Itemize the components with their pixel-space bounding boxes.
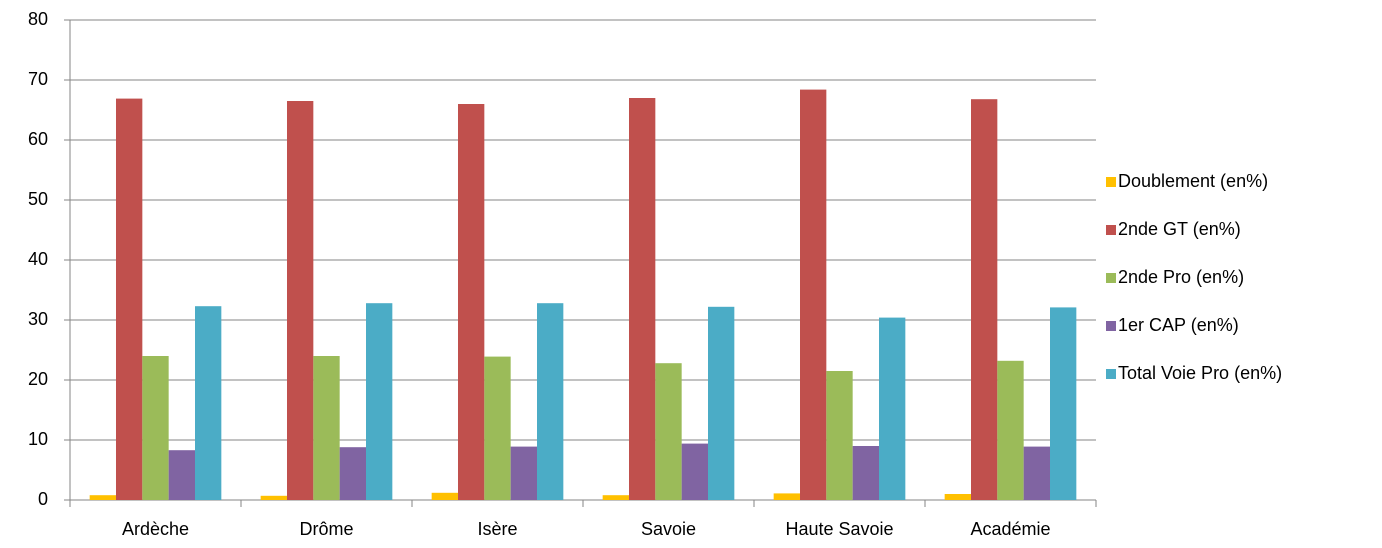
bar: [799, 89, 827, 500]
y-tick-label: 20: [28, 369, 48, 389]
legend-label: 2nde GT (en%): [1118, 219, 1241, 239]
x-tick-label: Isère: [477, 519, 517, 539]
legend-label: 2nde Pro (en%): [1118, 267, 1244, 287]
bar: [944, 494, 971, 500]
legend-label: Doublement (en%): [1118, 171, 1268, 191]
y-tick-label: 30: [28, 309, 48, 329]
x-tick-label: Savoie: [641, 519, 696, 539]
bar: [339, 447, 367, 500]
y-tick-label: 60: [28, 129, 48, 149]
legend-label: Total Voie Pro (en%): [1118, 363, 1282, 383]
bar: [773, 493, 800, 500]
legend-swatch: [1106, 273, 1116, 283]
legend-swatch: [1106, 225, 1116, 235]
bar: [879, 317, 906, 500]
bar: [852, 446, 880, 500]
legend-swatch: [1106, 321, 1116, 331]
bar: [681, 443, 709, 500]
y-tick-label: 50: [28, 189, 48, 209]
x-tick-label: Académie: [970, 519, 1050, 539]
legend-swatch: [1106, 369, 1116, 379]
bar: [1023, 446, 1051, 500]
bar: [313, 356, 340, 500]
bar: [431, 492, 458, 500]
y-tick-label: 40: [28, 249, 48, 269]
bar: [537, 303, 564, 500]
bar: [457, 104, 485, 500]
bar: [1050, 307, 1077, 500]
bar: [484, 356, 511, 500]
bar: [89, 495, 116, 500]
bar: [366, 303, 393, 500]
y-tick-label: 10: [28, 429, 48, 449]
bar: [602, 495, 629, 500]
bar: [970, 99, 998, 500]
legend-swatch: [1106, 177, 1116, 187]
bar: [708, 306, 735, 500]
x-tick-label: Ardèche: [122, 519, 189, 539]
bar: [628, 98, 656, 500]
x-tick-label: Haute Savoie: [785, 519, 893, 539]
bar: [286, 101, 314, 500]
legend-label: 1er CAP (en%): [1118, 315, 1239, 335]
bar: [655, 363, 682, 500]
bar: [115, 98, 143, 500]
y-tick-label: 0: [38, 489, 48, 509]
bar: [510, 446, 538, 500]
y-tick-label: 70: [28, 69, 48, 89]
bar: [142, 356, 169, 500]
bar: [997, 360, 1024, 500]
bar: [826, 371, 853, 500]
bar: [260, 495, 287, 500]
x-tick-label: Drôme: [299, 519, 353, 539]
y-tick-label: 80: [28, 9, 48, 29]
bar: [195, 306, 222, 500]
bar: [168, 450, 196, 500]
